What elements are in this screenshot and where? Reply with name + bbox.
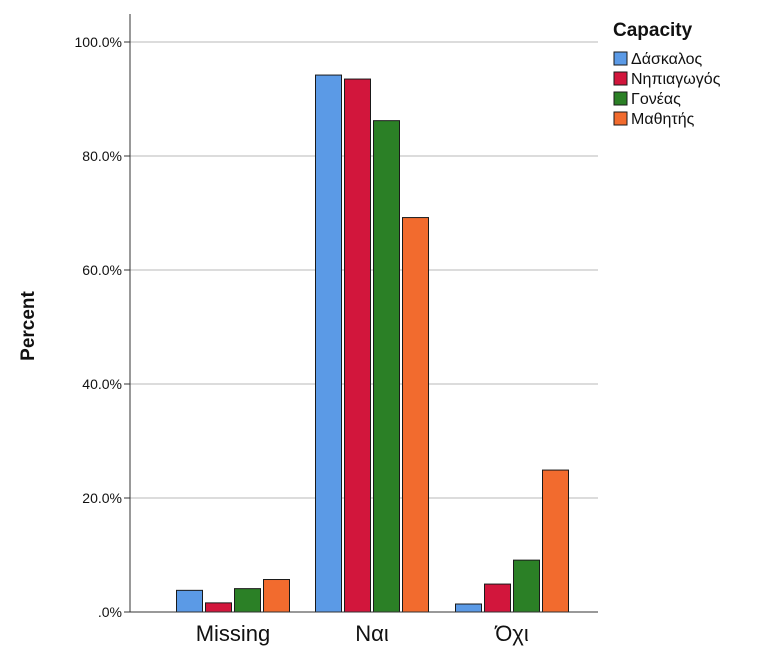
legend-title: Capacity (613, 20, 693, 41)
legend-label: Μαθητής (631, 111, 695, 128)
bars (176, 74, 569, 613)
legend-swatch (613, 51, 628, 66)
bar (373, 120, 400, 613)
bar (455, 603, 482, 613)
x-axis-category-labels: Missing Ναι Όχι (196, 621, 529, 646)
bar (315, 74, 342, 613)
bar (344, 78, 371, 613)
x-category-label: Όχι (494, 621, 529, 646)
legend-label: Νηπιαγωγός (631, 71, 721, 88)
legend-swatch (613, 71, 628, 86)
legend-swatch (613, 91, 628, 106)
y-axis-ticks: .0% 20.0% 40.0% 60.0% 80.0% 100.0% (75, 34, 130, 620)
legend-swatch (613, 111, 628, 126)
y-axis-label: Percent (18, 290, 39, 360)
y-tick-label: 80.0% (82, 148, 122, 164)
bar (513, 559, 540, 613)
y-tick-label: 100.0% (75, 34, 122, 50)
legend-items: Δάσκαλος Νηπιαγωγός Γονέας Μαθητής (613, 51, 721, 128)
x-category-label: Missing (196, 621, 271, 646)
legend-label: Δάσκαλος (631, 51, 703, 68)
bar (542, 469, 569, 613)
bar (205, 602, 232, 613)
legend: Capacity Δάσκαλος Νηπιαγωγός Γονέας Μαθητής (613, 20, 721, 128)
bar (263, 579, 290, 613)
y-tick-label: 40.0% (82, 376, 122, 392)
legend-label: Γονέας (631, 91, 681, 108)
y-tick-label: 60.0% (82, 262, 122, 278)
bar (176, 589, 203, 613)
axes (129, 14, 598, 613)
y-tick-label: .0% (98, 604, 122, 620)
bar (484, 583, 511, 613)
y-tick-label: 20.0% (82, 490, 122, 506)
bar (234, 588, 261, 613)
x-category-label: Ναι (355, 621, 389, 646)
bar (402, 217, 429, 613)
